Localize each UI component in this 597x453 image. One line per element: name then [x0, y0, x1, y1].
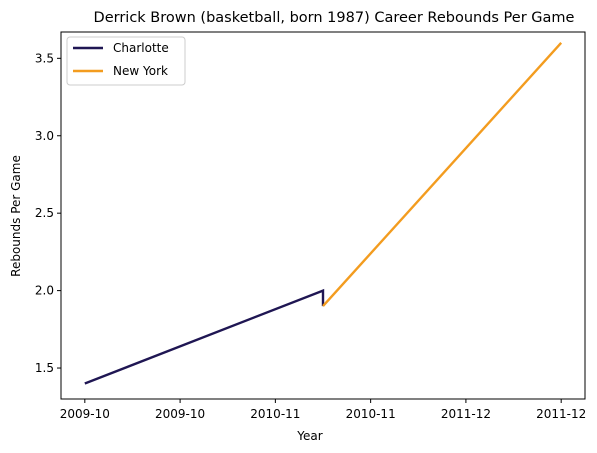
x-tick-label: 2011-12 — [536, 407, 586, 421]
x-tick-label: 2010-11 — [346, 407, 396, 421]
y-tick-label: 3.0 — [35, 129, 54, 143]
legend-label-charlotte: Charlotte — [113, 41, 169, 55]
y-tick-label: 1.5 — [35, 361, 54, 375]
y-tick-label: 2.5 — [35, 206, 54, 220]
x-axis-label: Year — [296, 429, 322, 443]
x-tick-label: 2010-11 — [250, 407, 300, 421]
chart-title: Derrick Brown (basketball, born 1987) Ca… — [94, 10, 575, 26]
y-tick-label: 2.0 — [35, 284, 54, 298]
y-axis: 1.5 2.0 2.5 3.0 3.5 — [35, 51, 61, 375]
x-axis: 2009-10 2009-10 2010-11 2010-11 2011-12 2011-… — [60, 399, 587, 421]
plot-area — [61, 32, 585, 399]
legend-label-new-york: New York — [113, 64, 168, 78]
y-tick-label: 3.5 — [35, 51, 54, 65]
x-tick-label: 2009-10 — [155, 407, 205, 421]
x-tick-label: 2009-10 — [60, 407, 110, 421]
x-tick-label: 2011-12 — [441, 407, 491, 421]
y-axis-label: Rebounds Per Game — [9, 155, 23, 277]
legend: Charlotte New York — [67, 37, 185, 85]
